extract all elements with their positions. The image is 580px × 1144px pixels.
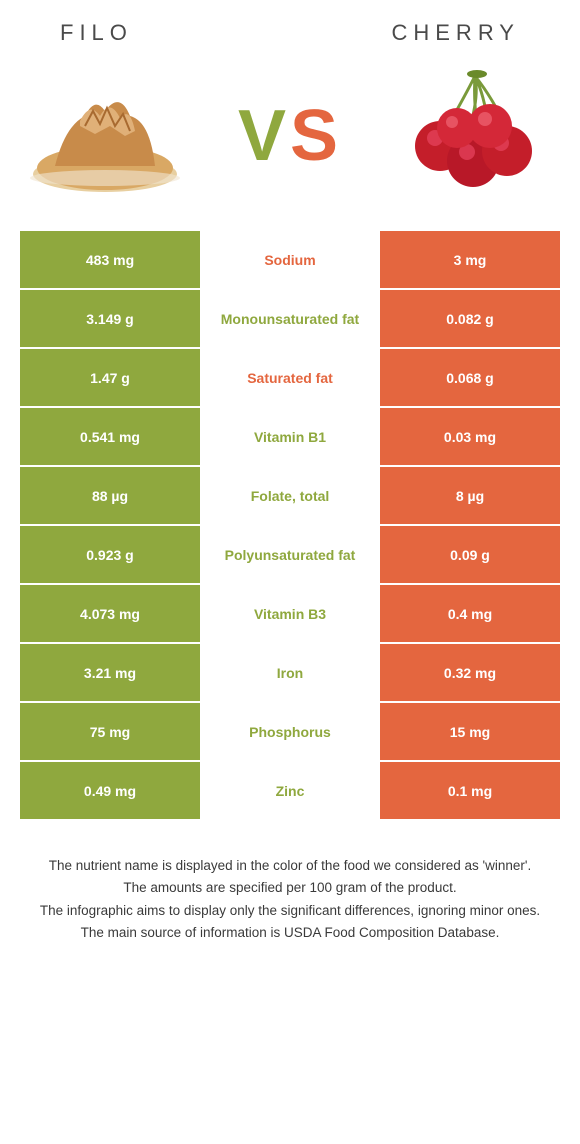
- table-row: 88 µgFolate, total8 µg: [20, 467, 560, 524]
- vs-label: VS: [238, 95, 342, 177]
- table-row: 1.47 gSaturated fat0.068 g: [20, 349, 560, 406]
- table-row: 3.21 mgIron0.32 mg: [20, 644, 560, 701]
- right-value: 0.03 mg: [380, 408, 560, 465]
- right-value: 0.082 g: [380, 290, 560, 347]
- nutrient-label: Phosphorus: [200, 703, 380, 760]
- nutrient-label: Sodium: [200, 231, 380, 288]
- nutrient-label: Vitamin B1: [200, 408, 380, 465]
- right-food-title: Cherry: [391, 20, 520, 46]
- right-value: 0.32 mg: [380, 644, 560, 701]
- header-row: Filo Cherry: [0, 0, 580, 56]
- left-value: 0.923 g: [20, 526, 200, 583]
- nutrient-table: 483 mgSodium3 mg3.149 gMonounsaturated f…: [20, 231, 560, 819]
- nutrient-label: Saturated fat: [200, 349, 380, 406]
- right-value: 0.4 mg: [380, 585, 560, 642]
- images-row: VS: [0, 56, 580, 231]
- vs-s: S: [290, 96, 342, 176]
- cherry-image: [390, 66, 560, 206]
- filo-image: [20, 66, 190, 206]
- filo-icon: [25, 76, 185, 196]
- table-row: 3.149 gMonounsaturated fat0.082 g: [20, 290, 560, 347]
- left-value: 0.541 mg: [20, 408, 200, 465]
- footer-notes: The nutrient name is displayed in the co…: [0, 821, 580, 943]
- left-value: 4.073 mg: [20, 585, 200, 642]
- table-row: 4.073 mgVitamin B30.4 mg: [20, 585, 560, 642]
- table-row: 75 mgPhosphorus15 mg: [20, 703, 560, 760]
- cherry-icon: [395, 66, 555, 206]
- table-row: 0.541 mgVitamin B10.03 mg: [20, 408, 560, 465]
- footer-line-1: The nutrient name is displayed in the co…: [30, 856, 550, 876]
- left-value: 3.21 mg: [20, 644, 200, 701]
- nutrient-label: Monounsaturated fat: [200, 290, 380, 347]
- left-value: 0.49 mg: [20, 762, 200, 819]
- footer-line-3: The infographic aims to display only the…: [30, 901, 550, 921]
- left-value: 1.47 g: [20, 349, 200, 406]
- nutrient-label: Iron: [200, 644, 380, 701]
- right-value: 0.09 g: [380, 526, 560, 583]
- vs-v: V: [238, 96, 290, 176]
- right-value: 0.068 g: [380, 349, 560, 406]
- table-row: 0.49 mgZinc0.1 mg: [20, 762, 560, 819]
- right-value: 15 mg: [380, 703, 560, 760]
- table-row: 0.923 gPolyunsaturated fat0.09 g: [20, 526, 560, 583]
- left-value: 483 mg: [20, 231, 200, 288]
- nutrient-label: Folate, total: [200, 467, 380, 524]
- nutrient-label: Polyunsaturated fat: [200, 526, 380, 583]
- right-value: 0.1 mg: [380, 762, 560, 819]
- left-value: 88 µg: [20, 467, 200, 524]
- left-value: 75 mg: [20, 703, 200, 760]
- right-value: 3 mg: [380, 231, 560, 288]
- footer-line-4: The main source of information is USDA F…: [30, 923, 550, 943]
- nutrient-label: Zinc: [200, 762, 380, 819]
- table-row: 483 mgSodium3 mg: [20, 231, 560, 288]
- footer-line-2: The amounts are specified per 100 gram o…: [30, 878, 550, 898]
- right-value: 8 µg: [380, 467, 560, 524]
- nutrient-label: Vitamin B3: [200, 585, 380, 642]
- left-value: 3.149 g: [20, 290, 200, 347]
- left-food-title: Filo: [60, 20, 133, 46]
